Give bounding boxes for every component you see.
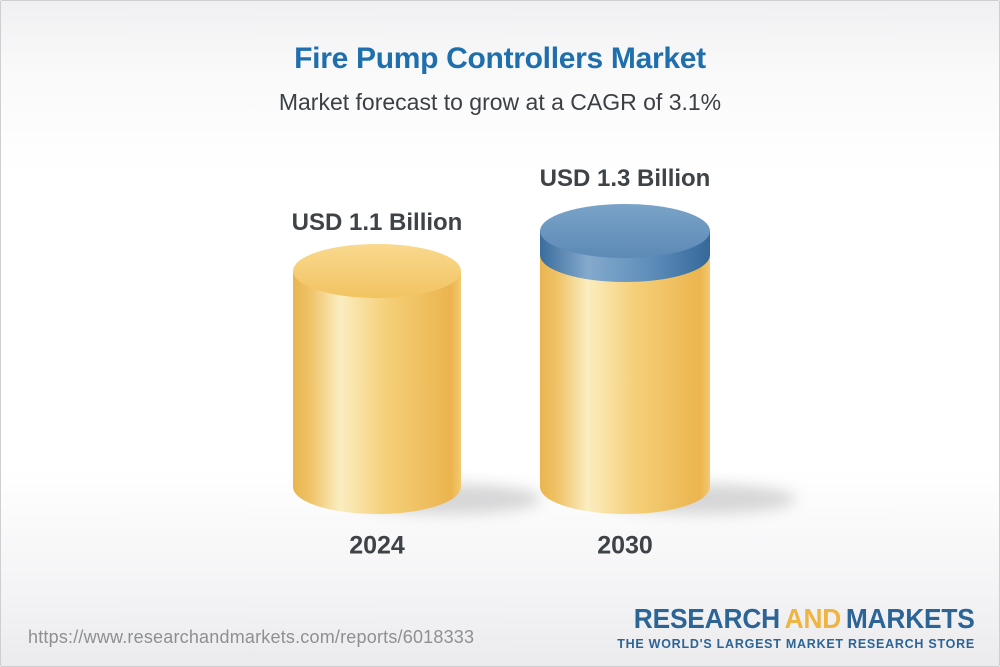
cylinder-2024 (293, 244, 461, 514)
logo-wordmark: RESEARCH AND MARKETS (634, 605, 975, 633)
logo-word-markets: MARKETS (846, 603, 975, 634)
cylinder-2024-body (293, 271, 461, 514)
cylinder-2030-gold-segment (540, 253, 710, 514)
page-subtitle: Market forecast to grow at a CAGR of 3.1… (278, 89, 722, 115)
page-title: Fire Pump Controllers Market (294, 42, 706, 75)
research-and-markets-logo: RESEARCH AND MARKETS THE WORLD'S LARGEST M… (612, 605, 975, 652)
value-label-2030: USD 1.3 Billion (539, 165, 711, 192)
axis-label-2030: 2030 (597, 531, 653, 560)
cylinder-2030 (540, 204, 710, 514)
axis-label-2024: 2024 (349, 531, 405, 560)
logo-word-research: RESEARCH (634, 603, 781, 634)
value-label-2024: USD 1.1 Billion (291, 209, 463, 236)
cylinder-2024-top-face (293, 244, 461, 298)
cylinder-2030-top-face (540, 204, 710, 258)
report-url: https://www.researchandmarkets.com/repor… (28, 627, 475, 647)
logo-word-and: AND (785, 603, 842, 634)
logo-tagline: THE WORLD'S LARGEST MARKET RESEARCH STOR… (617, 637, 975, 651)
